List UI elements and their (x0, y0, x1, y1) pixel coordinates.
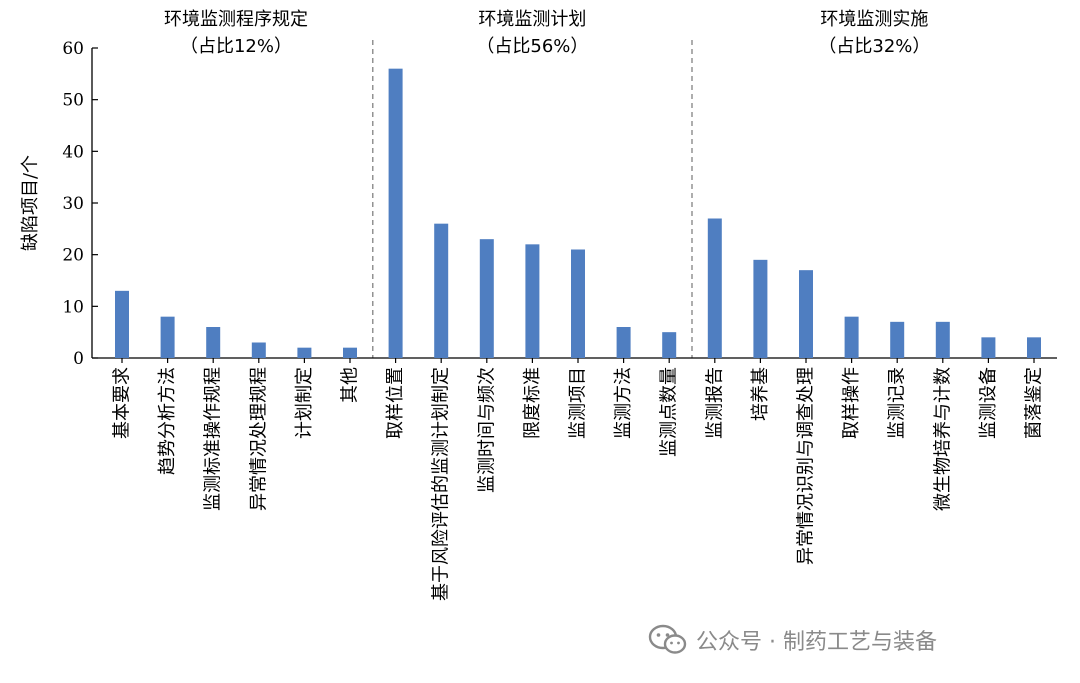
category-label: 基于风险评估的监测计划制定 (431, 367, 452, 601)
category-label: 限度标准 (522, 367, 543, 439)
category-label: 菌落鉴定 (1024, 367, 1045, 439)
group-share: （占比12%） (180, 36, 292, 57)
category-label: 基本要求 (112, 367, 133, 439)
bar (571, 249, 585, 358)
bar (206, 327, 221, 358)
y-axis-label: 缺陷项目/个 (20, 155, 41, 251)
category-label: 取样位置 (385, 367, 406, 439)
y-tick-label: 10 (62, 297, 84, 317)
category-label: 取样操作 (841, 367, 862, 439)
bar (115, 290, 129, 358)
category-label: 计划制定 (294, 367, 315, 439)
bar (434, 223, 449, 358)
y-tick-label: 0 (73, 349, 84, 369)
category-label: 监测方法 (613, 367, 634, 439)
bar (935, 321, 950, 358)
group-share: （占比32%） (818, 36, 930, 57)
y-tick-label: 60 (62, 39, 84, 59)
bar (616, 327, 631, 358)
group-titles: 环境监测程序规定 （占比12%） 环境监测计划 （占比56%） 环境监测实施 （占比32%… (164, 9, 930, 57)
wechat-icon (648, 624, 687, 654)
axes: 0 10 20 30 40 50 60 (62, 39, 1057, 369)
bar (343, 347, 357, 358)
category-label: 监测时间与频次 (476, 367, 497, 493)
category-label: 趋势分析方法 (157, 367, 178, 475)
bar (388, 68, 403, 359)
category-label: 其他 (340, 367, 361, 403)
category-label: 培养基 (750, 367, 771, 421)
bar (707, 218, 722, 358)
group-share: （占比56%） (476, 36, 588, 57)
bar (981, 337, 996, 358)
category-label: 监测报告 (704, 367, 725, 439)
group-title: 环境监测程序规定 (164, 9, 308, 30)
bar (890, 321, 905, 358)
bar (525, 244, 540, 358)
y-tick-label: 40 (62, 142, 84, 162)
y-tick-label: 50 (62, 91, 84, 111)
bar (479, 239, 494, 358)
category-label: 监测标准操作规程 (203, 367, 224, 511)
watermark: 公众号 · 制药工艺与装备 (648, 622, 937, 658)
category-label: 异常情况识别与调查处理 (796, 367, 817, 565)
category-label: 监测项目 (568, 367, 589, 439)
category-label: 监测点数量 (659, 367, 680, 457)
bar (297, 347, 312, 358)
group-title: 环境监测计划 (478, 9, 586, 30)
bars (115, 68, 1041, 359)
category-label: 监测设备 (978, 367, 999, 439)
group-title: 环境监测实施 (820, 9, 928, 30)
y-tick-label: 30 (62, 194, 84, 214)
category-labels: 基本要求 趋势分析方法 监测标准操作规程 异常情况处理规程 计划制定 其他 取样位置 基于风险… (112, 367, 1045, 601)
bar (753, 259, 768, 358)
bar (662, 332, 677, 358)
category-label: 监测记录 (887, 367, 908, 439)
category-label: 微生物培养与计数 (932, 367, 953, 511)
bar (251, 342, 266, 358)
bar (844, 316, 859, 358)
bar (1027, 337, 1041, 358)
category-label: 异常情况处理规程 (248, 367, 269, 511)
bar (160, 316, 175, 358)
group-dividers (372, 40, 693, 358)
y-tick-label: 20 (62, 246, 84, 266)
bar (799, 270, 813, 358)
watermark-text: 公众号 · 制药工艺与装备 (696, 630, 937, 655)
